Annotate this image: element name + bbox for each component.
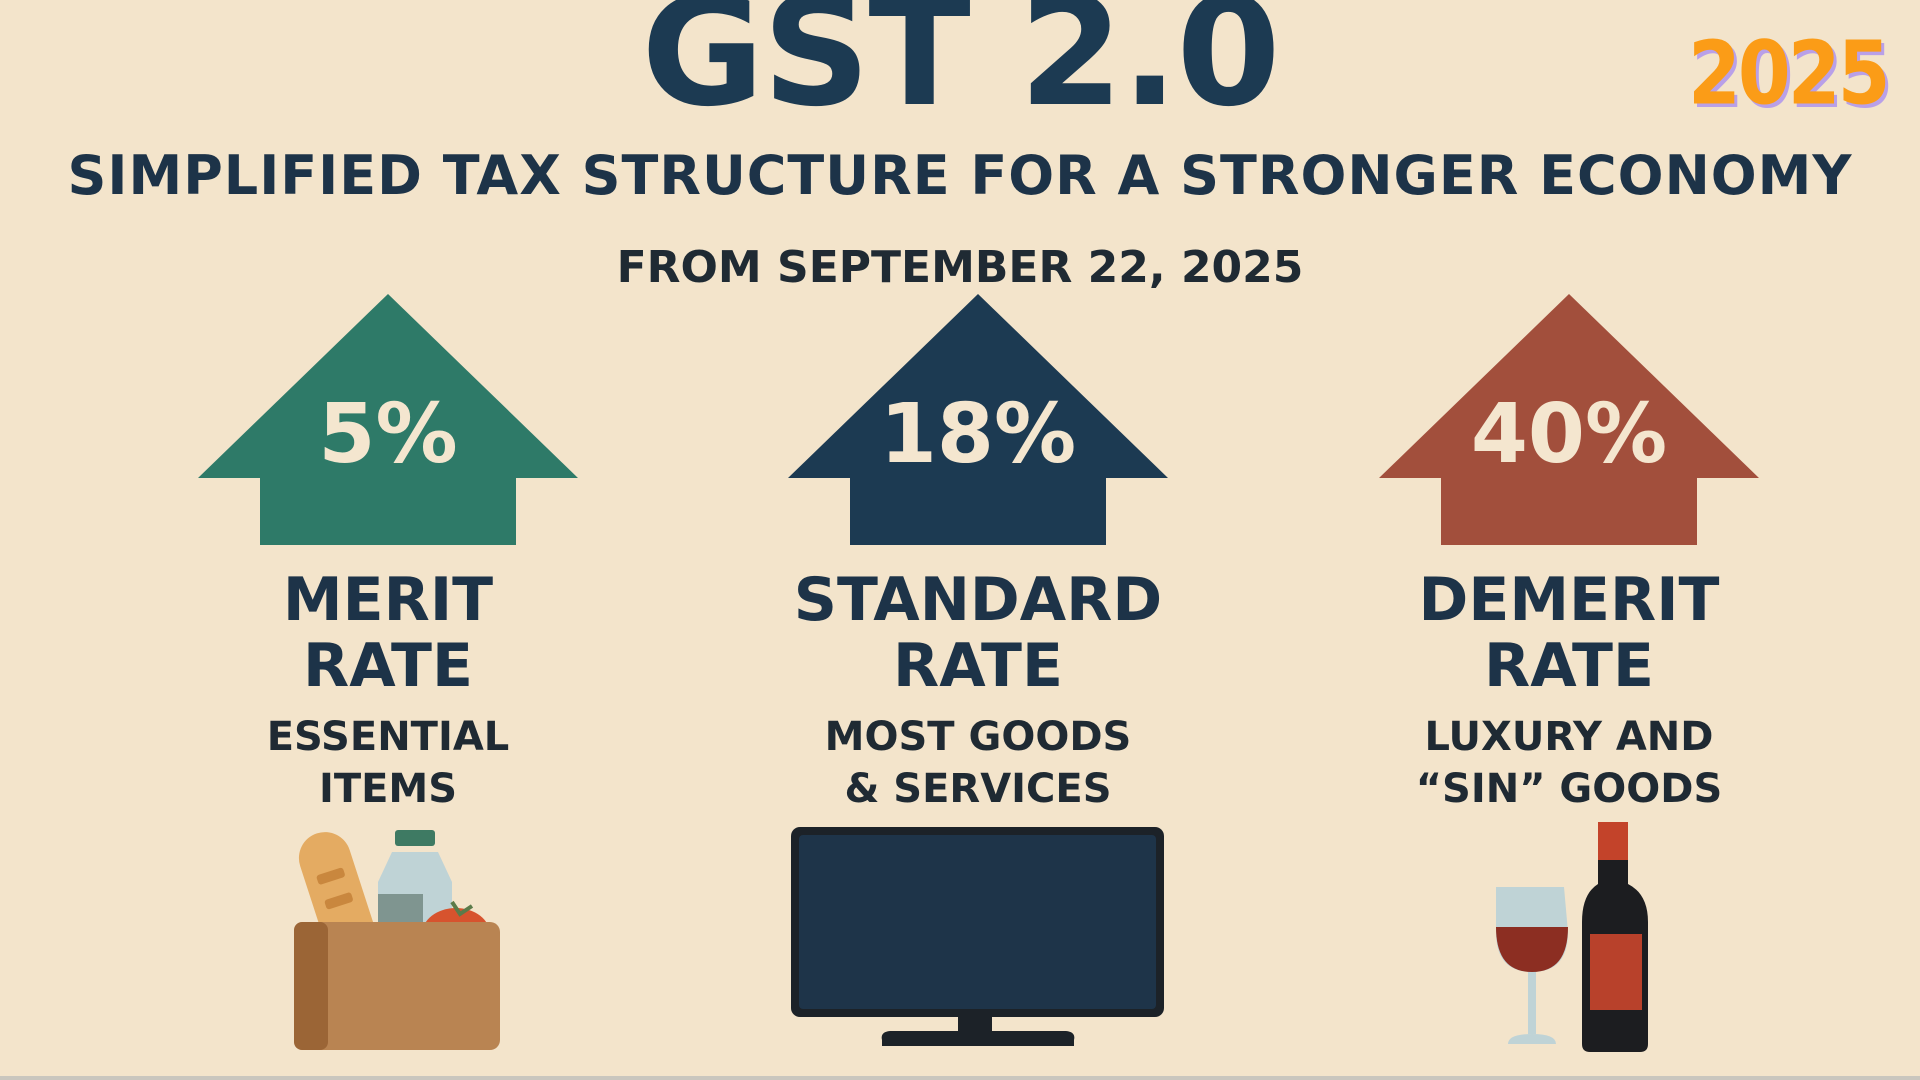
rate-name: MERIT RATE <box>198 567 578 699</box>
rate-name: DEMERIT RATE <box>1379 567 1759 699</box>
up-arrow-icon: 40% <box>1379 294 1759 545</box>
wine-bottle-glass-icon <box>1494 822 1664 1058</box>
rate-name-line2: RATE <box>893 631 1063 701</box>
merit-rate-card: 5% MERIT RATE ESSENTIAL ITEMS <box>198 294 578 815</box>
rate-desc-line1: MOST GOODS <box>824 714 1132 760</box>
rate-desc-line2: “SIN” GOODS <box>1415 766 1723 812</box>
rate-desc-line1: LUXURY AND <box>1424 714 1714 760</box>
grocery-bag-icon <box>292 822 502 1056</box>
year-badge: 2025 <box>1688 22 1891 125</box>
rate-percent: 18% <box>879 387 1077 482</box>
rate-percent: 5% <box>318 387 458 482</box>
rate-percent: 40% <box>1470 387 1668 482</box>
standard-rate-card: 18% STANDARD RATE MOST GOODS & SERVICES <box>788 294 1168 815</box>
up-arrow-icon: 5% <box>198 294 578 545</box>
rate-name-line2: RATE <box>1484 631 1654 701</box>
rate-name: STANDARD RATE <box>788 567 1168 699</box>
rate-desc-line2: & SERVICES <box>844 766 1112 812</box>
page-title: GST 2.0 <box>641 0 1280 140</box>
rate-name-line2: RATE <box>303 631 473 701</box>
up-arrow-icon: 18% <box>788 294 1168 545</box>
rate-name-line1: DEMERIT <box>1418 565 1720 635</box>
television-icon <box>790 822 1165 1056</box>
effective-date: FROM SEPTEMBER 22, 2025 <box>616 242 1304 293</box>
bottom-border <box>0 1076 1920 1080</box>
subtitle: SIMPLIFIED TAX STRUCTURE FOR A STRONGER … <box>67 144 1853 207</box>
rate-description: ESSENTIAL ITEMS <box>198 711 578 815</box>
demerit-rate-card: 40% DEMERIT RATE LUXURY AND “SIN” GOODS <box>1379 294 1759 815</box>
rate-name-line1: MERIT <box>282 565 494 635</box>
rate-description: LUXURY AND “SIN” GOODS <box>1379 711 1759 815</box>
rate-name-line1: STANDARD <box>793 565 1163 635</box>
rate-desc-line1: ESSENTIAL <box>266 714 510 760</box>
rate-desc-line2: ITEMS <box>318 766 458 812</box>
rate-description: MOST GOODS & SERVICES <box>788 711 1168 815</box>
